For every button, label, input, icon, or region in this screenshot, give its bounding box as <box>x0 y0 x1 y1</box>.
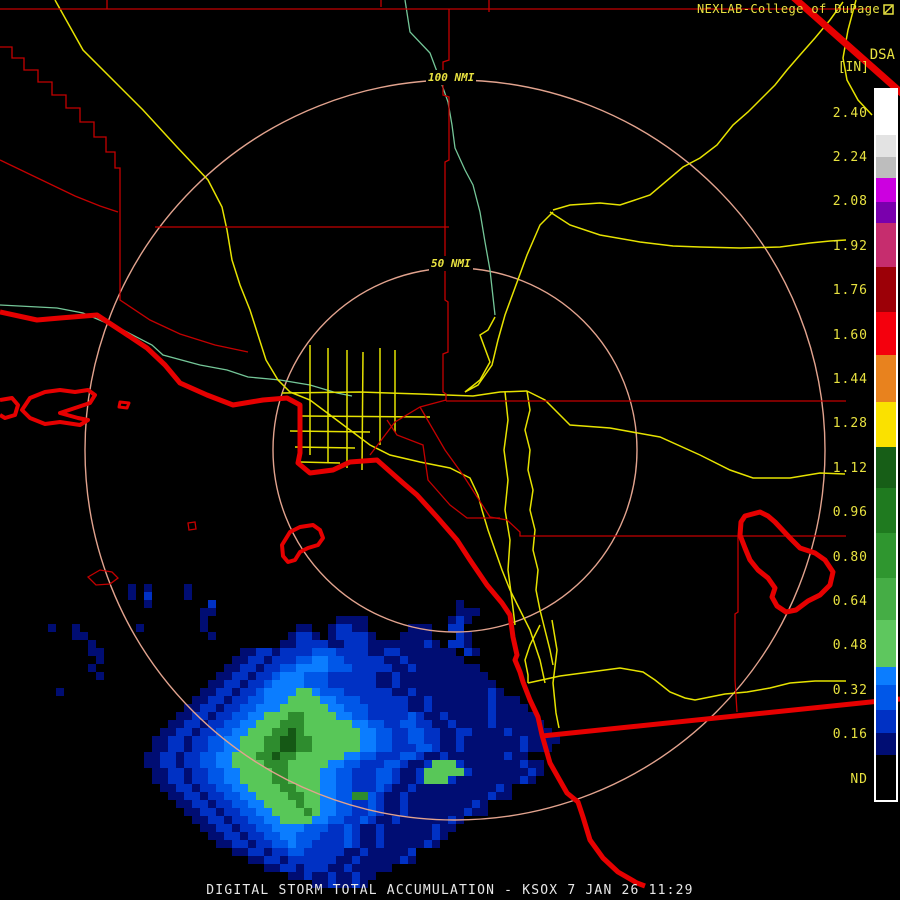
color-scale-segment <box>876 447 896 488</box>
color-scale-tick-label: 1.12 <box>832 460 868 476</box>
county-boundary-lines <box>0 0 870 713</box>
highway-lines <box>54 0 873 729</box>
color-scale-segment <box>876 488 896 533</box>
precip-accumulation-layer <box>48 584 560 888</box>
color-scale-tick-label: 1.76 <box>832 283 868 299</box>
ring-label-100nmi: 100 NMI <box>426 70 477 85</box>
color-scale-segment <box>876 733 896 755</box>
units-label: [IN] <box>837 60 869 75</box>
color-scale-segment <box>876 620 896 667</box>
island-small <box>117 400 131 410</box>
river-lines <box>0 0 496 397</box>
color-scale-tick-label: 2.24 <box>832 149 868 165</box>
color-scale-tick-label: 2.08 <box>832 194 868 210</box>
coastline <box>0 309 646 889</box>
color-scale-segment <box>876 178 896 202</box>
color-scale-segment <box>876 157 896 178</box>
product-code-label: DSA <box>869 47 895 63</box>
color-scale-bar <box>874 88 898 802</box>
color-scale-segment <box>876 355 896 402</box>
nexlab-logo-icon <box>883 3 894 15</box>
color-scale-segment <box>876 90 896 135</box>
color-scale-segment <box>876 267 896 312</box>
color-scale-tick-label: 0.80 <box>832 549 868 565</box>
color-scale-tick-label: 1.44 <box>832 371 868 387</box>
state-line-diagonal <box>791 0 900 97</box>
color-scale-tick-label: 2.40 <box>832 105 868 121</box>
color-scale-tick-label: 0.96 <box>832 505 868 521</box>
color-scale-segment <box>876 667 896 685</box>
color-scale-segment <box>876 202 896 223</box>
color-scale-tick-label: 0.64 <box>832 593 868 609</box>
color-scale-segment <box>876 685 896 710</box>
color-scale-tick-label: 0.48 <box>832 638 868 654</box>
color-scale-tick-label: 1.92 <box>832 238 868 254</box>
island-channel-west <box>0 396 20 420</box>
island-san-clemente <box>737 509 836 615</box>
color-scale-segment <box>876 223 896 267</box>
color-scale-tick-label: 0.32 <box>832 682 868 698</box>
title-text: NEXLAB-College of DuPage <box>697 2 880 16</box>
color-scale-segment <box>876 135 896 157</box>
color-scale-segment <box>876 402 896 447</box>
app-title: NEXLAB-College of DuPage <box>697 2 894 16</box>
color-scale-segment <box>876 755 896 800</box>
mexico-border <box>541 696 900 739</box>
product-caption: DIGITAL STORM TOTAL ACCUMULATION - KSOX … <box>206 883 694 898</box>
color-scale-segment <box>876 710 896 733</box>
color-scale-segment <box>876 312 896 355</box>
color-scale-tick-label: 1.60 <box>832 327 868 343</box>
island-channel <box>20 388 97 427</box>
color-scale-segment <box>876 578 896 620</box>
color-scale-tick-label: ND <box>850 771 868 787</box>
island-catalina <box>280 523 325 564</box>
color-scale-tick-label: 1.28 <box>832 416 868 432</box>
ring-label-50nmi: 50 NMI <box>429 256 473 271</box>
color-scale-segment <box>876 533 896 578</box>
color-scale-tick-label: 0.16 <box>832 727 868 743</box>
